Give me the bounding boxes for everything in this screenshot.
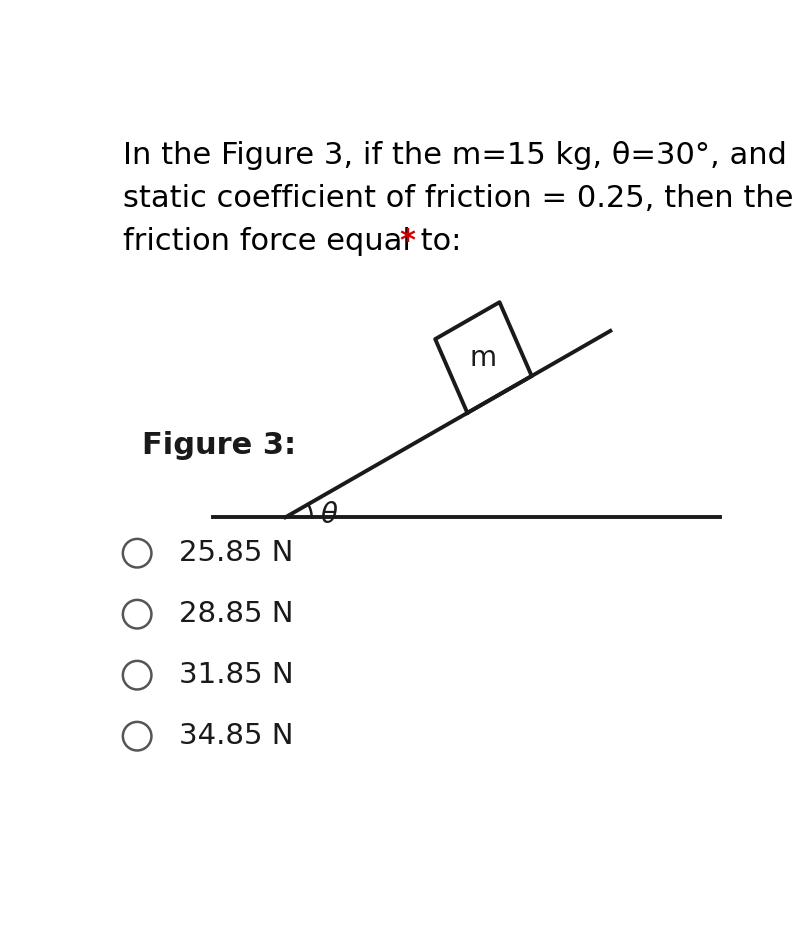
Text: m: m [470,344,497,372]
Point [131,667,144,682]
Point [131,546,144,561]
Text: 34.85 N: 34.85 N [179,722,294,750]
Text: friction force equal to:: friction force equal to: [123,226,461,255]
Text: static coefficient of friction = 0.25, then the: static coefficient of friction = 0.25, t… [123,184,793,212]
Text: θ: θ [320,500,337,528]
Text: 28.85 N: 28.85 N [179,600,294,628]
Point [131,607,144,622]
Point [131,729,144,744]
Text: Figure 3:: Figure 3: [141,431,295,460]
Text: 25.85 N: 25.85 N [179,540,294,568]
Text: *: * [399,226,416,255]
Text: In the Figure 3, if the m=15 kg, θ=30°, and: In the Figure 3, if the m=15 kg, θ=30°, … [123,141,787,170]
Text: 31.85 N: 31.85 N [179,661,294,689]
